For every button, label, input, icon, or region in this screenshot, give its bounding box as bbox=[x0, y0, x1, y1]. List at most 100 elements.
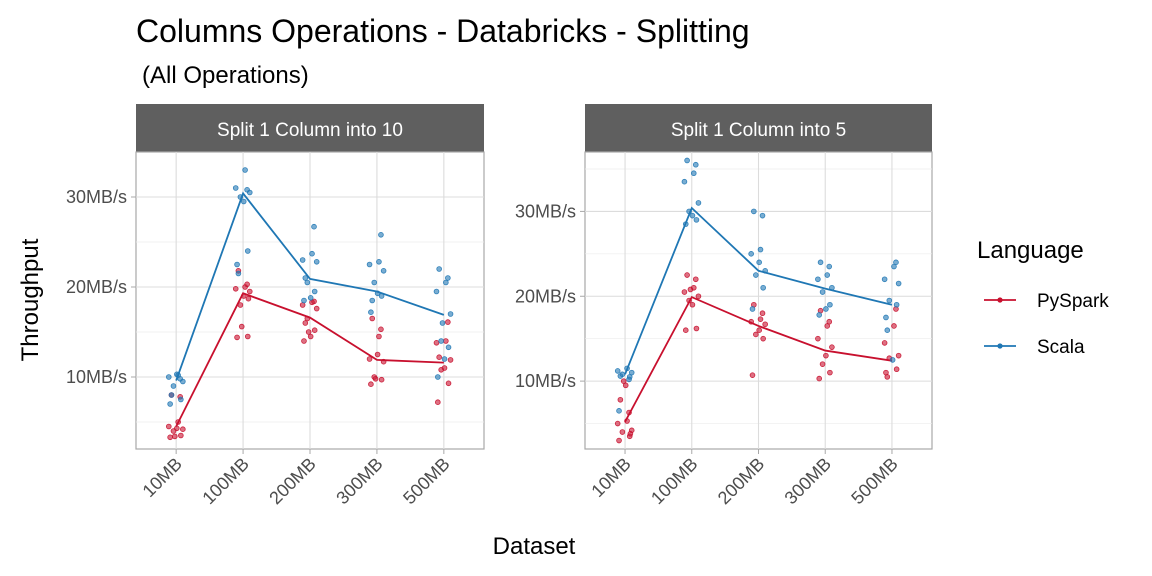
data-point bbox=[378, 376, 385, 383]
data-point bbox=[619, 429, 626, 435]
data-point bbox=[447, 311, 454, 317]
data-point bbox=[435, 374, 441, 380]
data-point bbox=[684, 157, 690, 164]
data-point bbox=[816, 375, 823, 382]
data-point bbox=[827, 369, 833, 376]
legend-label: PySpark bbox=[1037, 291, 1109, 312]
x-tick-label: 10MB bbox=[139, 454, 186, 501]
series-line bbox=[175, 191, 445, 381]
data-point bbox=[445, 380, 452, 387]
data-point bbox=[313, 258, 320, 265]
legend-item-scala: Scala bbox=[984, 337, 1085, 358]
data-point bbox=[167, 434, 173, 441]
data-point bbox=[304, 279, 311, 286]
x-tick-label: 100MB bbox=[198, 454, 252, 508]
data-point bbox=[178, 432, 184, 439]
data-point bbox=[757, 316, 764, 322]
data-point bbox=[628, 369, 635, 376]
data-point bbox=[436, 354, 442, 361]
data-point bbox=[165, 374, 172, 380]
data-point bbox=[815, 276, 821, 283]
data-point bbox=[824, 272, 831, 278]
data-point bbox=[311, 288, 318, 295]
data-point bbox=[681, 178, 688, 185]
data-point bbox=[441, 356, 448, 362]
data-point bbox=[693, 325, 700, 332]
data-point bbox=[883, 314, 889, 321]
legend-key-point bbox=[997, 297, 1003, 303]
data-point bbox=[366, 356, 373, 362]
data-point bbox=[884, 327, 891, 334]
data-point bbox=[302, 275, 309, 281]
data-point bbox=[756, 259, 762, 266]
data-point bbox=[445, 344, 452, 351]
data-point bbox=[616, 437, 622, 444]
data-point bbox=[692, 276, 699, 283]
data-point bbox=[753, 272, 759, 278]
series-scala bbox=[165, 167, 454, 407]
chart-subtitle: (All Operations) bbox=[142, 62, 309, 89]
x-tick-label: 200MB bbox=[714, 454, 768, 508]
data-point bbox=[759, 212, 766, 219]
data-point bbox=[167, 401, 173, 407]
data-point bbox=[827, 301, 833, 308]
data-point bbox=[626, 376, 632, 383]
data-point bbox=[753, 331, 759, 338]
data-point bbox=[616, 408, 622, 414]
data-point bbox=[748, 251, 754, 257]
facet-strip bbox=[136, 104, 484, 152]
x-tick-label: 10MB bbox=[587, 454, 634, 501]
data-point bbox=[759, 310, 766, 317]
y-tick-label: 20MB/s bbox=[66, 277, 127, 297]
x-tick-label: 200MB bbox=[265, 454, 319, 508]
y-tick-label: 30MB/s bbox=[66, 187, 127, 207]
data-point bbox=[234, 261, 240, 268]
data-point bbox=[829, 344, 835, 350]
data-point bbox=[895, 280, 902, 287]
data-point bbox=[684, 272, 690, 278]
data-point bbox=[891, 323, 897, 329]
data-point bbox=[614, 368, 621, 374]
x-tick-label: 500MB bbox=[399, 454, 453, 508]
x-tick-label: 500MB bbox=[847, 454, 901, 508]
data-point bbox=[371, 279, 378, 286]
data-point bbox=[893, 301, 900, 308]
series-pyspark bbox=[614, 272, 902, 444]
data-point bbox=[376, 333, 382, 340]
y-tick-label: 10MB/s bbox=[66, 367, 127, 387]
data-point bbox=[756, 327, 762, 334]
series-line bbox=[175, 292, 444, 427]
data-point bbox=[757, 246, 764, 253]
facet-panel-split-1-column-into-10: Split 1 Column into 10 10MB/s 20MB/s 30MB/s… bbox=[66, 104, 485, 508]
data-point bbox=[445, 275, 451, 281]
y-tick-label: 30MB/s bbox=[515, 201, 576, 221]
data-point bbox=[368, 309, 374, 316]
data-point bbox=[311, 298, 317, 305]
data-point bbox=[165, 423, 172, 430]
x-tick-label: 100MB bbox=[647, 454, 701, 508]
data-point bbox=[301, 297, 307, 304]
data-point bbox=[178, 396, 184, 403]
legend-title: Language bbox=[977, 237, 1084, 264]
data-point bbox=[299, 257, 306, 263]
data-point bbox=[443, 338, 449, 344]
data-point bbox=[244, 248, 251, 254]
data-point bbox=[617, 373, 624, 379]
data-point bbox=[687, 286, 694, 293]
data-point bbox=[376, 258, 382, 265]
series-line bbox=[624, 206, 893, 375]
data-point bbox=[313, 305, 320, 312]
data-point bbox=[886, 297, 893, 304]
data-point bbox=[762, 321, 768, 328]
data-point bbox=[620, 378, 627, 384]
data-point bbox=[232, 285, 239, 292]
data-point bbox=[307, 333, 314, 340]
data-point bbox=[234, 334, 240, 341]
data-point bbox=[246, 288, 253, 295]
data-point bbox=[816, 312, 823, 318]
data-point bbox=[823, 306, 829, 312]
y-tick-label: 20MB/s bbox=[515, 286, 576, 306]
data-point bbox=[238, 323, 245, 330]
data-point bbox=[443, 279, 449, 286]
data-point bbox=[749, 372, 756, 378]
